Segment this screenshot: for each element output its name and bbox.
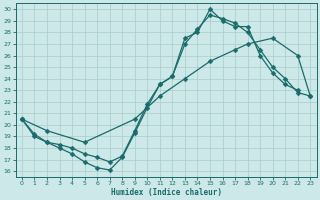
X-axis label: Humidex (Indice chaleur): Humidex (Indice chaleur) [111,188,221,197]
